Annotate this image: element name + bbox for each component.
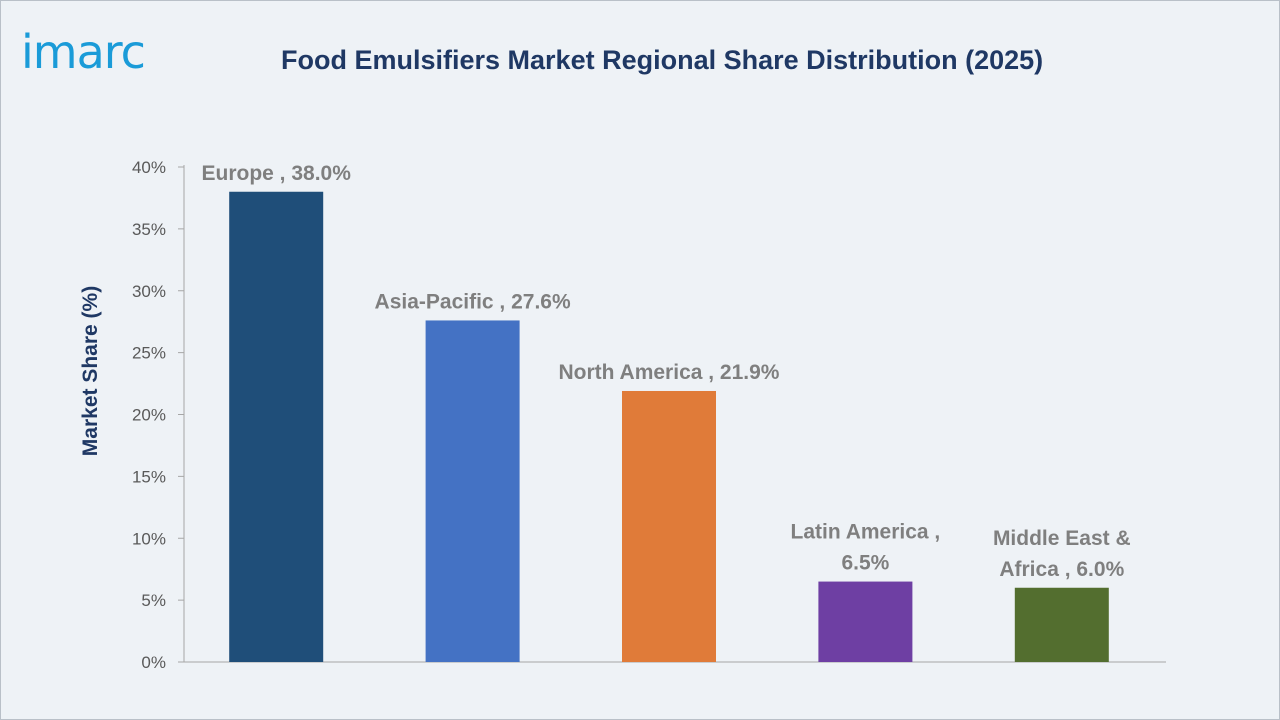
bar (1014, 587, 1109, 662)
y-tick-label: 20% (132, 406, 166, 425)
y-tick-label: 5% (141, 591, 166, 610)
y-tick-label: 0% (141, 653, 166, 672)
bar (425, 320, 520, 662)
bar (818, 581, 913, 662)
y-tick-label: 25% (132, 344, 166, 363)
y-tick-label: 10% (132, 529, 166, 548)
y-tick-label: 35% (132, 220, 166, 239)
data-label: Asia-Pacific , 27.6% (375, 290, 571, 313)
y-tick-label: 30% (132, 282, 166, 301)
data-label: Latin America , (791, 521, 941, 544)
bar (229, 191, 324, 662)
data-label: Africa , 6.0% (999, 558, 1124, 581)
data-label: North America , 21.9% (559, 361, 780, 384)
data-labels: Europe , 38.0% Asia-Pacific , 27.6% North … (202, 162, 1131, 581)
bar (622, 390, 716, 662)
data-label: Europe , 38.0% (202, 162, 352, 185)
y-axis-label: Market Share (%) (79, 286, 102, 456)
chart-title: Food Emulsifiers Market Regional Share D… (281, 45, 1044, 75)
axes: 0% 5% 10% 15% 20% 25% 30% 35% 40% (132, 158, 1166, 672)
imarc-logo: imarc (21, 25, 146, 79)
data-label: Middle East & (993, 527, 1131, 550)
bars (229, 191, 1109, 662)
y-tick-label: 15% (132, 467, 166, 486)
y-tick-label: 40% (132, 158, 166, 177)
data-label: 6.5% (841, 552, 889, 575)
